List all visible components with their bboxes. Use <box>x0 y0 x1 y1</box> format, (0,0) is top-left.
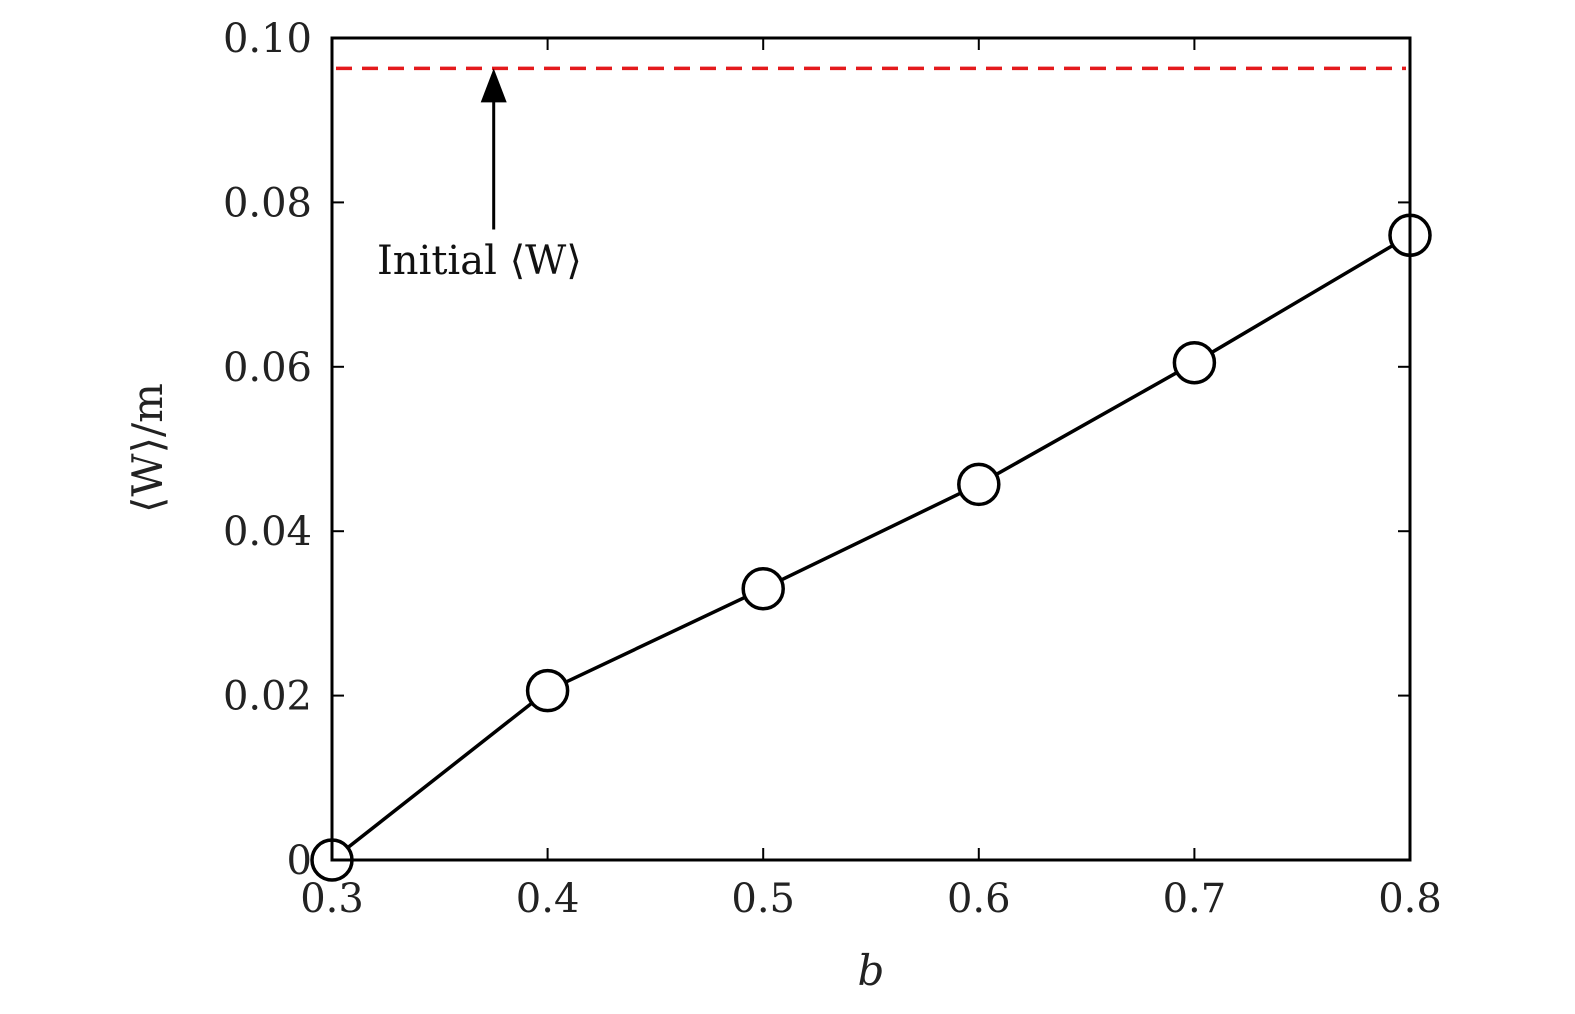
data-point <box>525 668 570 713</box>
y-tick-label: 0.02 <box>223 674 312 720</box>
y-tick-label: 0.08 <box>223 180 312 226</box>
annotation-layer: Initial ⟨W⟩ <box>377 68 582 284</box>
x-tick-label: 0.6 <box>947 876 1011 922</box>
y-axis-title: ⟨W⟩/m <box>123 383 172 513</box>
y-tick-label: 0 <box>287 838 312 884</box>
series-line <box>330 233 1411 862</box>
x-axis: 0.3 0.4 0.5 0.6 0.7 0.8 <box>300 38 1442 922</box>
annotation-arrow-head <box>480 68 507 103</box>
x-tick-label: 0.3 <box>300 876 364 922</box>
plot-frame <box>330 36 1412 862</box>
data-point <box>1172 340 1217 385</box>
y-axis: 0 0.02 0.04 0.06 0.08 0.10 <box>223 16 1410 884</box>
x-axis-title: b <box>858 946 885 995</box>
x-tick-label: 0.4 <box>516 876 580 922</box>
data-point <box>741 566 785 611</box>
x-tick-label: 0.8 <box>1378 876 1442 922</box>
y-tick-label: 0.10 <box>223 16 312 62</box>
x-tick-label: 0.7 <box>1163 876 1227 922</box>
y-tick-label: 0.04 <box>223 509 312 555</box>
data-point <box>957 462 1001 507</box>
x-tick-label: 0.5 <box>731 876 795 922</box>
series-layer <box>310 213 1432 882</box>
annotation-label: Initial ⟨W⟩ <box>377 238 582 284</box>
y-tick-label: 0.06 <box>223 345 312 391</box>
